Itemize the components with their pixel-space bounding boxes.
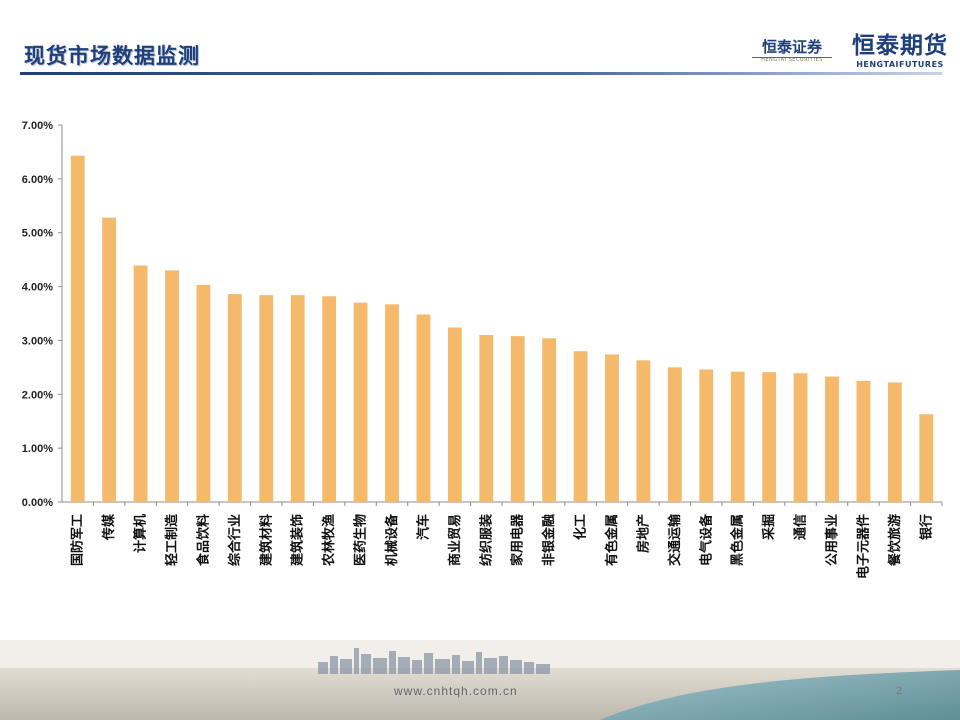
x-category-label: 建筑材料 <box>258 514 274 566</box>
bar <box>542 338 557 502</box>
bar <box>102 217 117 502</box>
securities-logo-subtitle: HENGTAI SECURITIES <box>761 57 823 63</box>
bar <box>416 314 431 502</box>
bar <box>290 295 305 502</box>
bar <box>510 336 525 502</box>
x-category-label: 银行 <box>918 514 934 540</box>
x-category-label: 商业贸易 <box>447 514 463 566</box>
bar <box>825 376 839 502</box>
city-skyline-footer-image <box>0 640 960 720</box>
page-title: 现货市场数据监测 <box>24 44 200 68</box>
x-category-label: 机械设备 <box>384 513 400 566</box>
logo-divider <box>752 57 832 58</box>
y-tick-label: 4.00% <box>22 282 53 294</box>
bar <box>887 382 902 502</box>
bar <box>919 414 934 502</box>
x-category-label: 交通运输 <box>667 513 683 566</box>
bar <box>385 304 399 502</box>
y-tick-label: 5.00% <box>22 228 53 240</box>
x-category-label: 电气设备 <box>698 513 714 566</box>
footer-website-url[interactable]: www.cnhtqh.com.cn <box>394 684 518 698</box>
bar <box>196 284 211 502</box>
x-category-label: 通信 <box>793 514 809 540</box>
x-category-label: 农林牧渔 <box>321 514 337 567</box>
x-category-label: 食品饮料 <box>195 514 211 566</box>
bar <box>667 367 682 502</box>
bar <box>227 294 242 502</box>
x-category-label: 计算机 <box>133 514 149 553</box>
page-number: 2 <box>896 685 903 697</box>
y-tick-label: 7.00% <box>22 120 53 132</box>
y-tick-label: 2.00% <box>22 389 53 401</box>
x-category-label: 医药生物 <box>353 514 369 566</box>
x-category-label: 房地产 <box>635 514 651 553</box>
x-category-label: 公用事业 <box>824 514 840 566</box>
bar <box>259 295 274 502</box>
title-underline <box>20 72 942 75</box>
bar <box>636 360 651 502</box>
x-category-label: 建筑装饰 <box>290 514 306 566</box>
bar <box>699 369 714 502</box>
futures-logo-subtitle: HENGTAIFUTURES <box>856 60 944 69</box>
bar <box>447 327 462 502</box>
x-category-label: 家用电器 <box>510 513 526 566</box>
industry-bar-chart: 0.00% 1.00% 2.00% 3.00% 4.00% 5.00% 6.00% 7.00%… <box>22 120 943 579</box>
x-category-label: 汽车 <box>415 514 431 540</box>
securities-logo: 恒泰证券 HENGTAI SECURITIES <box>752 36 832 63</box>
header: 现货市场数据监测 恒泰证券 HENGTAI SECURITIES 恒泰期货 HE… <box>0 0 960 90</box>
bar <box>730 371 745 502</box>
x-category-label: 纺织服装 <box>478 514 494 566</box>
bar <box>322 296 337 502</box>
futures-logo-name: 恒泰期货 <box>852 33 948 59</box>
x-category-label: 非银金融 <box>541 514 557 566</box>
bar <box>573 351 588 502</box>
y-tick-label: 6.00% <box>22 174 53 186</box>
bar <box>856 380 871 502</box>
bar <box>70 155 85 502</box>
x-category-label: 餐饮旅游 <box>887 514 903 567</box>
x-category-label: 黑色金属 <box>730 514 746 566</box>
bar <box>353 302 368 502</box>
bar <box>165 270 179 502</box>
securities-logo-name: 恒泰证券 <box>761 38 822 56</box>
x-category-label: 传媒 <box>101 513 117 541</box>
y-tick-label: 1.00% <box>22 443 53 455</box>
x-category-label: 电子元器件 <box>855 514 871 579</box>
bar <box>479 335 494 502</box>
x-category-label: 有色金属 <box>604 514 620 566</box>
x-category-label: 轻工制造 <box>164 513 180 566</box>
x-category-label: 化工 <box>573 514 589 540</box>
bar <box>762 372 777 502</box>
x-category-label: 采掘 <box>761 514 777 541</box>
futures-logo: 恒泰期货 HENGTAIFUTURES <box>842 26 958 69</box>
bar <box>793 373 808 502</box>
y-tick-label: 0.00% <box>22 497 53 509</box>
x-category-label: 国防军工 <box>70 514 86 566</box>
bar <box>133 265 148 502</box>
x-category-label: 综合行业 <box>227 514 243 566</box>
y-tick-label: 3.00% <box>22 335 53 347</box>
bar <box>605 354 619 502</box>
